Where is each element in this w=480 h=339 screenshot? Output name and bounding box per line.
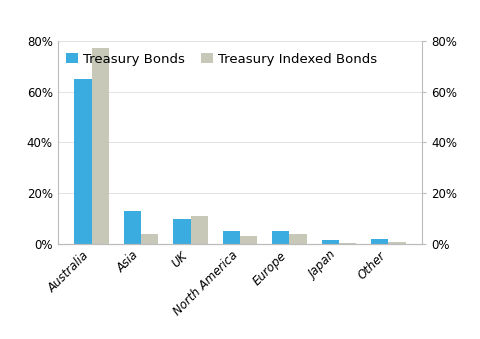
Legend: Treasury Bonds, Treasury Indexed Bonds: Treasury Bonds, Treasury Indexed Bonds <box>61 47 383 71</box>
Bar <box>173 219 191 244</box>
Bar <box>240 237 257 244</box>
Bar <box>74 79 92 244</box>
Bar <box>124 211 141 244</box>
Bar <box>371 239 388 244</box>
Bar <box>223 231 240 244</box>
Bar <box>388 241 406 244</box>
Bar <box>191 216 208 244</box>
Bar <box>92 48 109 244</box>
Bar <box>339 243 356 244</box>
Bar <box>289 234 307 244</box>
Bar <box>322 240 339 244</box>
Bar <box>141 234 158 244</box>
Bar <box>272 231 289 244</box>
